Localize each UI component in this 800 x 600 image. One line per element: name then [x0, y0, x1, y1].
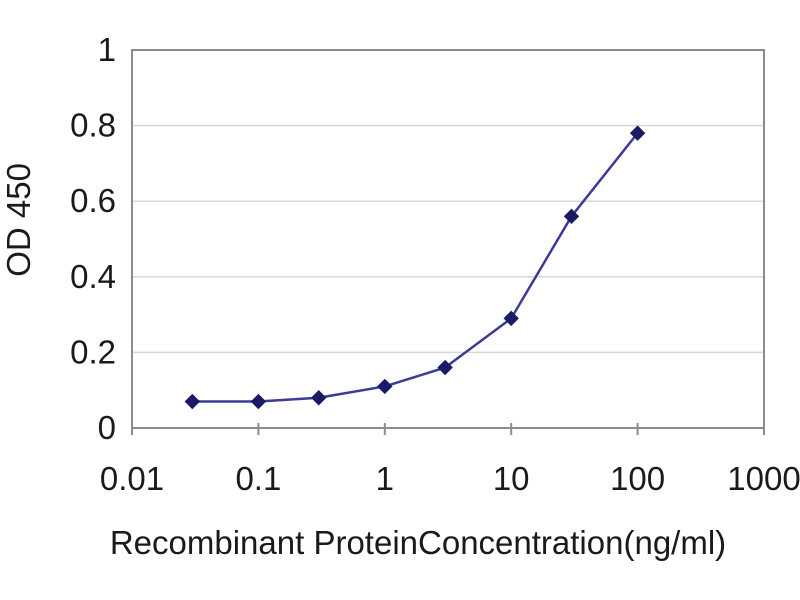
x-tick-label: 1: [376, 460, 394, 497]
x-tick-label: 1000: [727, 460, 800, 497]
data-point-marker: [503, 310, 519, 327]
x-tick-label: 0.01: [100, 460, 164, 497]
x-axis-title: Recombinant ProteinConcentration(ng/ml): [109, 524, 727, 561]
y-tick-label: 0.4: [70, 258, 116, 295]
y-tick-label: 0: [98, 409, 116, 446]
y-axis-title: OD 450: [0, 163, 37, 277]
y-tick-label: 0.2: [70, 333, 116, 370]
y-tick-label: 1: [98, 31, 116, 68]
series-line: [192, 132, 639, 403]
x-tick-label: 100: [610, 460, 665, 497]
data-point-marker: [250, 393, 267, 410]
plot-border: [131, 49, 765, 429]
y-tick-label: 0.6: [70, 182, 116, 219]
y-tick-label: 0.8: [70, 107, 116, 144]
x-tick-label: 10: [493, 460, 530, 497]
data-point-marker: [629, 125, 646, 141]
x-tick-label: 0.1: [235, 460, 281, 497]
data-point-marker: [437, 359, 453, 376]
data-point-marker: [184, 393, 201, 410]
data-point-marker: [311, 390, 327, 406]
data-point-marker: [377, 378, 393, 395]
data-point-marker: [563, 208, 580, 225]
